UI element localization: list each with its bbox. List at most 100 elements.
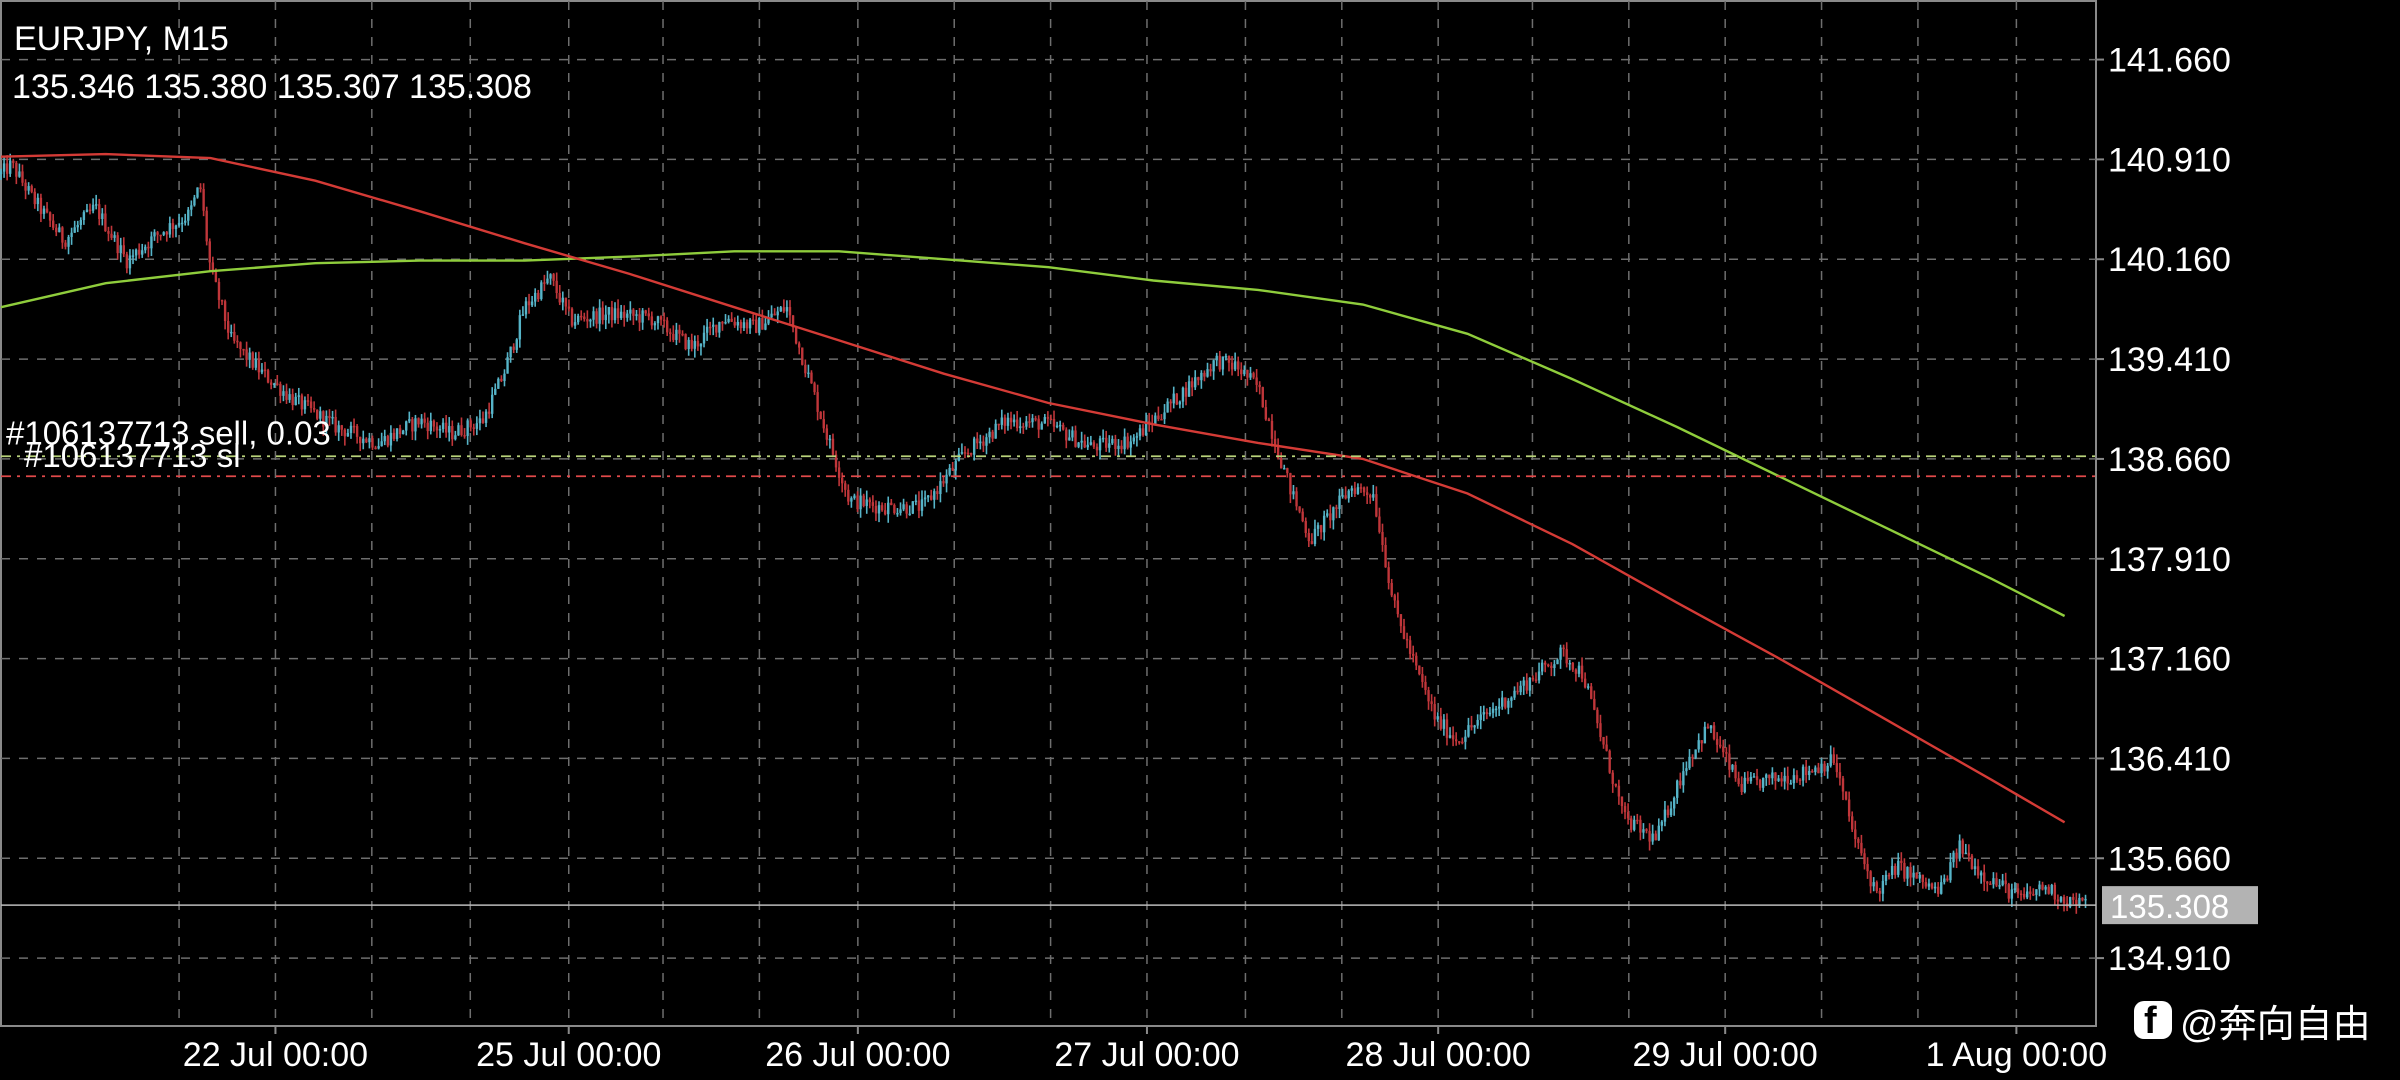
- candle-bear: [1525, 680, 1528, 691]
- candle-bear: [1875, 882, 1878, 891]
- candle-bull: [297, 395, 300, 397]
- candle-bull: [859, 495, 862, 510]
- watermark: f @奔向自由: [2134, 994, 2371, 1046]
- candle-bear: [1838, 772, 1842, 779]
- candle-bear: [616, 308, 620, 319]
- candle-bear: [1654, 833, 1657, 841]
- candle-bull: [0, 171, 3, 175]
- candle-bear: [30, 186, 33, 192]
- candle-bear: [1037, 418, 1040, 430]
- candle-bear: [432, 420, 436, 427]
- candle-bull: [1688, 756, 1691, 769]
- candle-bull: [230, 331, 233, 334]
- candle-bear: [1046, 417, 1050, 419]
- candle-bear: [1246, 369, 1249, 378]
- y-tick-label: 140.160: [2108, 241, 2231, 279]
- candle-bear: [1547, 664, 1550, 667]
- candle-bear: [1255, 377, 1258, 385]
- candle-bull: [2010, 889, 2014, 899]
- candle-bear: [905, 504, 908, 514]
- candle-bull: [1491, 708, 1495, 713]
- candle-bear: [487, 411, 491, 414]
- candle-bear: [1258, 384, 1261, 388]
- candle-bear: [340, 425, 343, 430]
- candle-bear: [2007, 884, 2010, 899]
- candle-bull: [1519, 685, 1522, 693]
- candle-bear: [279, 383, 282, 396]
- candle-bear: [1734, 764, 1737, 779]
- candle-bull: [325, 415, 328, 427]
- candle-bull: [1482, 712, 1486, 715]
- x-tick-label: 27 Jul 00:00: [1054, 1036, 1239, 1074]
- candle-bear: [1439, 716, 1443, 729]
- candle-bear: [794, 327, 798, 344]
- candle-bull: [1749, 777, 1753, 782]
- candle-bear: [696, 341, 700, 347]
- candle-bear: [1104, 437, 1108, 448]
- candle-bull: [1510, 697, 1513, 701]
- candle-bear: [1995, 878, 1998, 886]
- candle-bear: [567, 306, 571, 309]
- current-price-line: 135.308: [1, 886, 2258, 925]
- candle-bull: [1221, 356, 1225, 370]
- current-price-label: 135.308: [2110, 888, 2229, 925]
- candle-bear: [1276, 445, 1280, 459]
- candle-bear: [12, 160, 15, 163]
- candle-bull: [712, 324, 715, 327]
- candle-bull: [1497, 706, 1501, 709]
- candle-bear: [1240, 369, 1243, 375]
- candle-bull: [2038, 884, 2041, 890]
- candle-bull: [177, 222, 181, 226]
- candle-bull: [1006, 417, 1010, 426]
- candle-bear: [306, 400, 310, 402]
- y-tick-label: 136.410: [2108, 740, 2231, 778]
- candle-bull: [1676, 780, 1679, 798]
- candle-bull: [128, 255, 132, 269]
- candle-bear: [1798, 779, 1802, 782]
- candle-bear: [1593, 698, 1596, 710]
- candle-bear: [797, 343, 801, 348]
- candle-bull: [1212, 360, 1215, 372]
- candle-bear: [21, 171, 24, 183]
- candle-bear: [1230, 362, 1234, 370]
- candle-bull: [1031, 418, 1034, 423]
- candle-bull: [1513, 690, 1516, 698]
- order-lines[interactable]: #106137713 sell, 0.03#106137713 sl: [1, 414, 2096, 478]
- candle-bear: [1602, 737, 1605, 745]
- candle-bear: [1706, 726, 1710, 729]
- candle-bull: [193, 197, 196, 206]
- candle-bull: [36, 197, 40, 205]
- candle-bull: [1332, 507, 1335, 521]
- candle-bear: [1780, 778, 1783, 782]
- candle-bear: [1718, 744, 1722, 747]
- candle-bear: [751, 319, 755, 321]
- time-axis: 22 Jul 00:00 25 Jul 00:00 26 Jul 00:00 27 J…: [183, 1026, 2107, 1074]
- candle-bull: [1792, 775, 1796, 784]
- candle-bull: [1663, 809, 1667, 822]
- candle-bear: [1286, 468, 1289, 474]
- candle-bull: [785, 307, 789, 312]
- candle-bear: [1359, 487, 1363, 489]
- candle-bear: [33, 191, 36, 205]
- candle-bull: [988, 431, 991, 438]
- candle-bear: [1768, 774, 1771, 779]
- order-label: #106137713 sell, 0.03: [6, 414, 331, 451]
- candle-bull: [1043, 417, 1046, 424]
- candle-bull: [896, 512, 899, 515]
- candle-bull: [1826, 765, 1829, 772]
- candle-bear: [1645, 829, 1648, 831]
- candle-bear: [1175, 393, 1179, 405]
- candle-bull: [589, 319, 592, 322]
- candle-bull: [1973, 866, 1977, 869]
- candle-bear: [1746, 777, 1750, 782]
- candle-bull: [1998, 885, 2001, 887]
- candle-bear: [1722, 746, 1725, 753]
- candle-bull: [699, 343, 703, 347]
- candle-bear: [1399, 614, 1403, 627]
- candle-bear: [586, 319, 589, 322]
- candle-bear: [681, 333, 684, 336]
- candle-bear: [2004, 880, 2007, 885]
- candle-bull: [273, 383, 276, 385]
- candle-bear: [1786, 775, 1789, 784]
